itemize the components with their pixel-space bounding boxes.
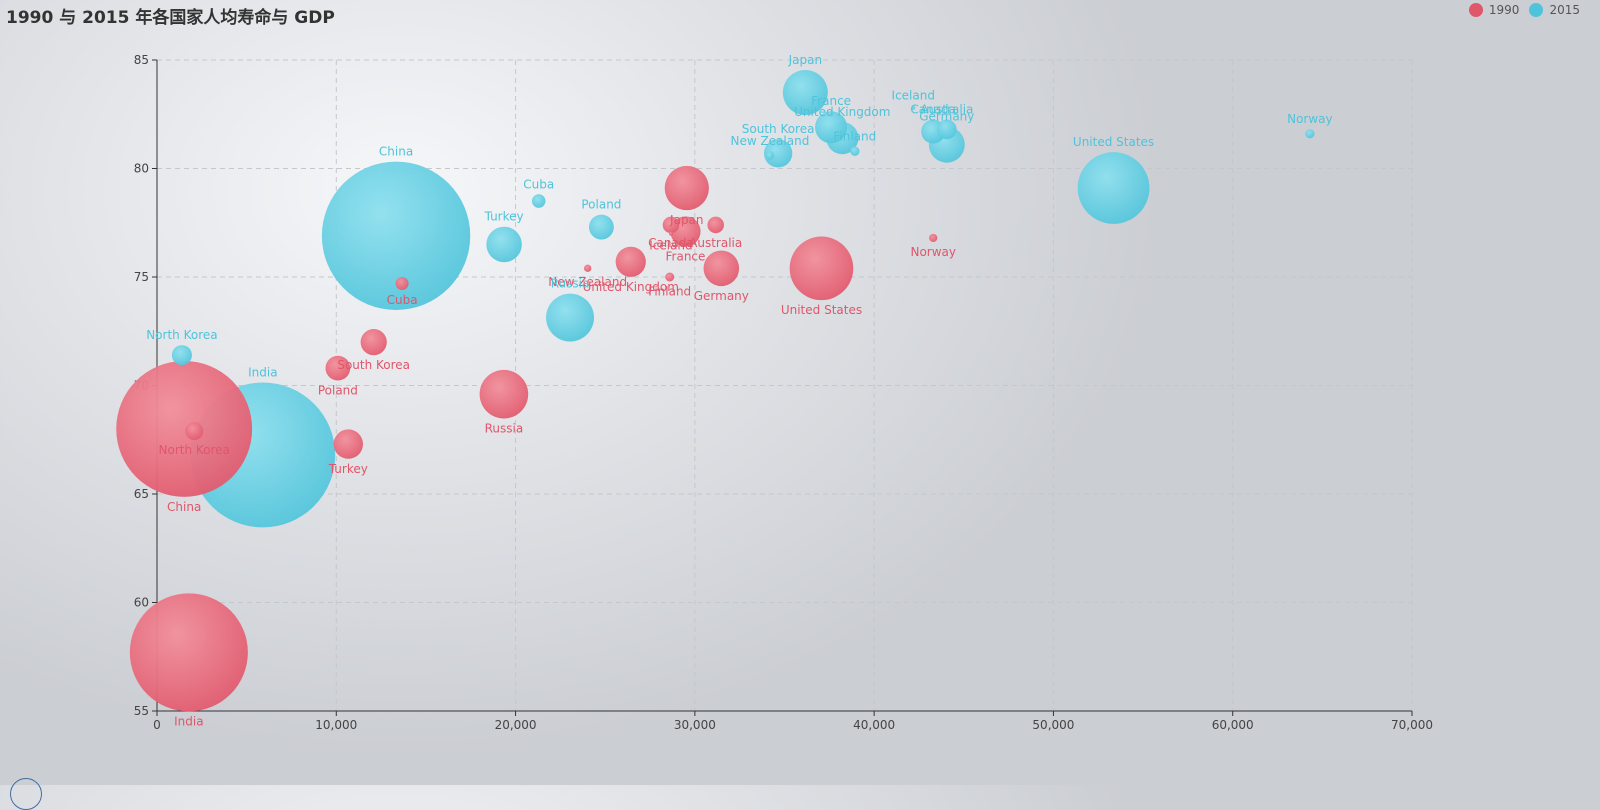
point-label: Cuba [387,293,418,307]
point-label: United States [781,303,862,317]
bubble-2015-iceland[interactable] [911,105,916,110]
x-tick-label: 30,000 [674,718,716,732]
bubble-1990-norway[interactable] [929,233,938,243]
legend-swatch-2015 [1529,3,1544,17]
point-label: Australia [920,103,973,117]
y-tick-label: 75 [134,270,149,284]
y-tick-label: 85 [134,53,149,67]
point-label: Cuba [523,177,554,191]
bubble-1990-japan[interactable] [664,165,709,211]
bubble-1990-south-korea[interactable] [360,328,387,356]
chart-title: 1990 与 2015 年各国家人均寿命与 GDP [6,8,335,28]
corner-badge [10,778,42,810]
point-label: India [174,714,203,728]
point-label: Germany [694,289,749,303]
point-label: Germany [919,110,974,124]
legend-label-2015: 2015 [1549,3,1580,17]
bubble-2015-france[interactable] [815,111,848,144]
legend-swatch-1990 [1468,3,1483,17]
x-tick-label: 70,000 [1391,718,1433,732]
point-label: India [248,366,277,380]
bubble-1990-finland[interactable] [665,272,675,282]
point-label: Iceland [892,89,935,103]
bubble-2015-north-korea[interactable] [171,345,192,366]
point-label: Russia [485,421,524,435]
point-label: North Korea [146,328,217,342]
legend-item-1990[interactable]: 1990 [1468,3,1520,17]
y-tick-label: 55 [134,704,149,718]
bubble-2015-japan[interactable] [782,70,828,116]
point-label: New Zealand [548,275,627,289]
bubble-2015-south-korea[interactable] [763,139,793,168]
point-label: North Korea [159,443,230,457]
point-label: Russia [551,277,590,291]
point-label: United Kingdom [794,105,890,119]
bubble-1990-canada[interactable] [662,216,680,234]
point-label: Turkey [484,210,524,224]
bubble-1990-india[interactable] [129,593,248,712]
point-label: China [379,145,413,159]
point-label: Japan [669,213,703,227]
x-tick-label: 60,000 [1212,718,1254,732]
bubble-1990-iceland[interactable] [668,231,673,236]
point-label: France [811,94,851,108]
point-label: Iceland [649,239,692,253]
bubble-1990-russia[interactable] [479,369,529,419]
legend-label-1990: 1990 [1488,3,1520,17]
bubble-2015-new-zealand[interactable] [765,151,775,160]
point-label: Japan [788,53,822,67]
y-tick-label: 80 [134,162,149,176]
bubble-2015-poland[interactable] [588,214,614,240]
point-label: Canada [648,236,694,250]
point-label: Turkey [328,462,368,476]
point-label: Canada [910,103,956,117]
bubble-2015-turkey[interactable] [486,226,522,263]
bubble-2015-russia[interactable] [546,293,594,342]
point-label: South Korea [337,358,410,372]
point-label: China [167,500,201,514]
bubble-1990-united-kingdom[interactable] [615,246,646,277]
legend-item-2015[interactable]: 2015 [1529,3,1580,17]
legend: 1990 2015 [1459,3,1580,17]
bubble-1990-turkey[interactable] [333,429,363,459]
point-label: Poland [318,384,358,398]
x-tick-label: 10,000 [315,718,357,732]
bubble-1990-new-zealand[interactable] [583,264,592,273]
bubble-1990-united-states[interactable] [789,236,854,301]
bubble-1990-australia[interactable] [707,216,724,234]
point-label: Norway [1287,112,1333,126]
x-tick-label: 50,000 [1032,718,1074,732]
bubble-2015-united-states[interactable] [1077,152,1150,224]
point-label: United Kingdom [583,280,679,294]
scatter-plot: 55606570758085010,00020,00030,00040,0005… [116,53,1433,732]
bubble-1990-north-korea[interactable] [185,422,204,441]
point-label: Australia [689,236,742,250]
point-label: South Korea [742,122,815,136]
bubble-1990-cuba[interactable] [395,277,409,291]
point-labels: Canada Finland France Germany Iceland India Ja… [146,53,1332,728]
x-tick-label: 20,000 [495,718,537,732]
x-tick-label: 40,000 [853,718,895,732]
point-label: Finland [833,129,876,143]
point-label: Poland [581,198,621,212]
bubble-2015-australia[interactable] [937,119,957,140]
point-label: Finland [648,284,691,298]
y-tick-label: 60 [134,596,149,610]
bubble-2015-norway[interactable] [1305,129,1315,139]
bubble-1990-germany[interactable] [703,250,740,287]
y-tick-label: 65 [134,487,149,501]
bubble-1990-poland[interactable] [325,355,351,381]
point-label: United States [1073,135,1154,149]
bubbles [116,70,1315,712]
point-label: New Zealand [730,134,809,148]
bubble-1990-china[interactable] [116,360,253,497]
bubble-2015-china[interactable] [321,161,471,310]
bubble-2015-finland[interactable] [850,146,860,156]
point-label: France [666,250,706,264]
x-tick-label: 0 [153,718,161,732]
bubble-2015-cuba[interactable] [531,194,546,208]
point-label: Norway [910,245,956,259]
